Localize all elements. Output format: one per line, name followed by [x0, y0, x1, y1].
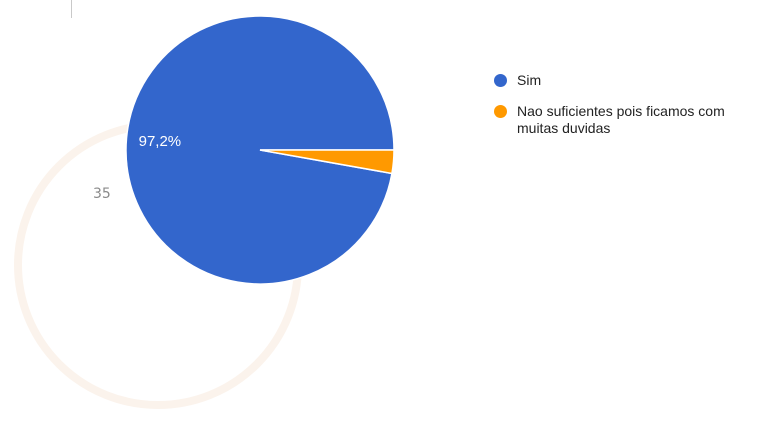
chart-legend: Sim Nao suficientes pois ficamos com mui…: [494, 72, 766, 151]
top-divider-line: [71, 0, 72, 18]
pie-slice-nao-suficientes: [259, 149, 395, 175]
legend-item-nao-suficientes: Nao suficientes pois ficamos com muitas …: [494, 103, 766, 137]
slide-number: 35: [93, 186, 111, 202]
legend-label-sim: Sim: [517, 72, 542, 88]
legend-label-nao-suficientes: Nao suficientes pois ficamos com muitas …: [517, 103, 725, 136]
legend-swatch-nao-suficientes: [494, 105, 507, 118]
pie-label-sim: 97,2%: [139, 133, 182, 150]
legend-item-sim: Sim: [494, 72, 766, 89]
legend-swatch-sim: [494, 74, 507, 87]
